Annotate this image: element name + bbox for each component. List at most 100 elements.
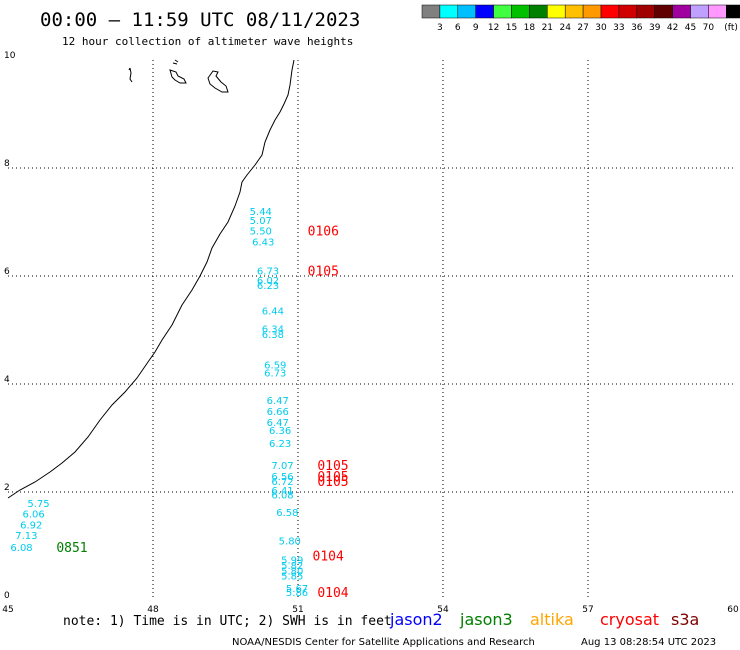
- colorbar-label: 30: [595, 23, 607, 33]
- colorbar-swatch: [439, 4, 459, 19]
- map-grid: 45 48 51 54 57 60 0 2 4 6 8 10: [2, 51, 739, 615]
- observation-labels: 5.445.075.506.436.736.026.236.446.346.38…: [10, 207, 308, 599]
- swh-observation: 6.72: [271, 477, 293, 488]
- legend-s3a: s3a: [671, 610, 699, 629]
- x-tick-label: 57: [582, 605, 593, 615]
- swh-observation: 6.92: [20, 520, 42, 531]
- swh-observation: 7.07: [271, 461, 293, 472]
- swh-observation: 6.59: [264, 361, 286, 372]
- colorbar-label: 39: [649, 23, 661, 33]
- x-tick-label: 51: [292, 605, 303, 615]
- legend-cryosat: cryosat: [600, 610, 659, 629]
- swh-observation: 6.44: [262, 307, 284, 318]
- pass-id-label: 0105: [317, 475, 348, 490]
- colorbar-label: 15: [506, 23, 517, 33]
- swh-observation: 6.66: [267, 407, 289, 418]
- x-tick-label: 54: [437, 605, 449, 615]
- colorbar-label: 36: [631, 23, 643, 33]
- colorbar-swatch: [564, 4, 584, 19]
- colorbar-label: 70: [703, 23, 715, 33]
- map-area: [8, 60, 733, 600]
- swh-observation: 7.13: [15, 531, 37, 542]
- island-socotra: [128, 67, 133, 83]
- swh-observation: 5.44: [250, 207, 272, 218]
- coastline: [7, 59, 295, 499]
- pass-id-label: 0851: [56, 541, 87, 556]
- swh-observation: 6.41: [271, 486, 293, 497]
- swh-observation: 6.08: [10, 543, 32, 554]
- colorbar-swatch: [726, 4, 740, 19]
- swh-observation: 5.50: [250, 227, 272, 238]
- swh-observation: 6.73: [257, 267, 279, 278]
- swh-observation: 6.56: [271, 472, 293, 483]
- swh-observation: 6.06: [23, 510, 45, 521]
- swh-observation: 6.02: [257, 276, 279, 287]
- y-tick-label: 2: [4, 483, 10, 493]
- colorbar-label: 6: [455, 23, 461, 33]
- colorbar-label: 24: [559, 23, 571, 33]
- swh-observation: 5.80: [279, 537, 301, 548]
- colorbar-label: (ft): [724, 23, 738, 33]
- swh-observation: 5.07: [250, 216, 272, 227]
- y-tick-label: 4: [4, 375, 10, 385]
- colorbar-swatch: [457, 4, 476, 19]
- colorbar-swatch: [618, 4, 638, 19]
- colorbar-label: 9: [473, 23, 479, 33]
- swh-observation: 5.82: [281, 561, 303, 572]
- colorbar-label: 33: [613, 23, 624, 33]
- swh-observation: 6.38: [262, 330, 284, 341]
- pass-id-label: 0105: [317, 470, 348, 485]
- swh-observation: 5.75: [27, 499, 49, 510]
- satellite-legend: jason2 jason3 altika cryosat s3a: [389, 610, 699, 629]
- swh-observation: 6.47: [267, 418, 289, 429]
- colorbar-swatch: [636, 4, 655, 19]
- colorbar-swatch: [654, 4, 673, 19]
- colorbar-swatch: [421, 4, 441, 19]
- x-tick-label: 60: [727, 605, 739, 615]
- note-text: note: 1) Time is in UTC; 2) SWH is in fe…: [63, 614, 392, 629]
- swh-observation: 6.08: [271, 491, 293, 502]
- wave-height-colorbar: 3 6 9 12 15 18 21 24 27 30 33 36 39 42 45 70 (ft): [421, 4, 740, 33]
- colorbar-label: 3: [437, 23, 443, 33]
- colorbar-label: 18: [524, 23, 536, 33]
- colorbar-label: 21: [542, 23, 553, 33]
- swh-observation: 6.43: [252, 237, 274, 248]
- pass-id-label: 0106: [308, 225, 339, 240]
- swh-observation: 5.85: [281, 572, 303, 583]
- island-abd-al-kuri: [169, 69, 187, 84]
- swh-observation: 5.86: [286, 588, 308, 599]
- colorbar-swatch: [582, 4, 602, 19]
- y-tick-label: 0: [4, 591, 10, 601]
- swh-observation: 6.23: [257, 281, 279, 292]
- y-tick-label: 10: [4, 51, 16, 61]
- footer-timestamp: Aug 13 08:28:54 UTC 2023: [581, 637, 716, 648]
- colorbar-label: 42: [667, 23, 678, 33]
- swh-observation: 6.47: [267, 396, 289, 407]
- swh-observation: 6.23: [269, 439, 291, 450]
- pass-id-label: 0104: [317, 586, 348, 601]
- swh-observation: 6.73: [264, 369, 286, 380]
- swh-observation: 5.67: [286, 584, 308, 595]
- swh-observation: 6.58: [276, 508, 298, 519]
- y-tick-label: 8: [4, 159, 10, 169]
- legend-altika: altika: [530, 610, 574, 629]
- colorbar-swatch: [547, 4, 566, 19]
- map-title: 00:00 – 11:59 UTC 08/11/2023: [40, 9, 360, 31]
- x-tick-label: 48: [147, 605, 159, 615]
- colorbar-swatch: [475, 4, 494, 19]
- colorbar-swatch: [600, 4, 620, 19]
- swh-observation: 5.99: [281, 556, 303, 567]
- footer-center: NOAA/NESDIS Center for Satellite Applica…: [232, 637, 535, 648]
- island-darsah: [207, 70, 229, 93]
- colorbar-swatch: [672, 4, 691, 19]
- pass-id-label: 0104: [313, 550, 344, 565]
- legend-jason3: jason3: [459, 610, 513, 629]
- swh-observation: 5.80: [281, 566, 303, 577]
- pass-id-label: 0105: [317, 459, 348, 474]
- colorbar-label: 12: [488, 23, 499, 33]
- colorbar-swatch: [493, 4, 512, 19]
- map-subtitle: 12 hour collection of altimeter wave hei…: [62, 35, 353, 48]
- colorbar-swatch: [690, 4, 709, 19]
